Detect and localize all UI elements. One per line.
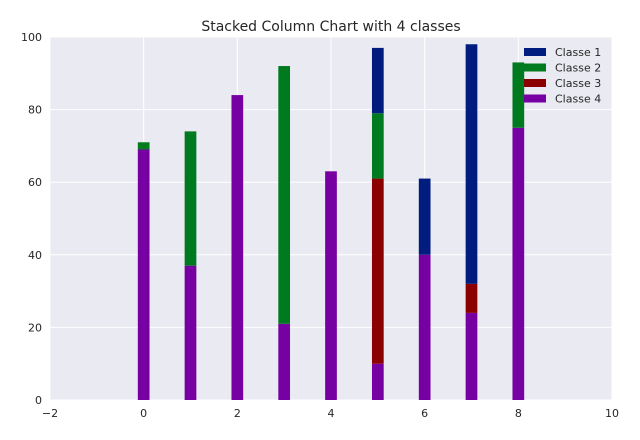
y-tick-label: 60 bbox=[28, 176, 42, 189]
legend-swatch bbox=[524, 63, 546, 72]
bar-classe-4-x5 bbox=[371, 363, 384, 400]
bar-classe-2-x0 bbox=[137, 142, 150, 150]
bar-classe-4-x3 bbox=[278, 323, 291, 400]
y-tick-label: 80 bbox=[28, 104, 42, 117]
y-tick-label: 40 bbox=[28, 249, 42, 262]
x-tick-label: 6 bbox=[421, 407, 428, 420]
legend: Classe 1 Classe 2 Classe 3 Classe 4 bbox=[524, 46, 601, 106]
bar-classe-3-x7 bbox=[465, 283, 478, 313]
legend-swatch bbox=[524, 94, 546, 103]
legend-label: Classe 1 bbox=[555, 46, 601, 59]
x-axis-ticks: −2 0 2 4 6 8 10 bbox=[42, 407, 619, 420]
x-tick-label: 4 bbox=[328, 407, 335, 420]
x-tick-label: 10 bbox=[605, 407, 619, 420]
bar-classe-4-x7 bbox=[465, 312, 478, 400]
x-tick-label: 2 bbox=[234, 407, 241, 420]
bar-classe-4-x4 bbox=[325, 171, 337, 400]
bar-classe-2-x5 bbox=[371, 113, 384, 179]
x-tick-label: 0 bbox=[140, 407, 147, 420]
bar-classe-4-x2 bbox=[231, 95, 244, 400]
bars bbox=[137, 44, 525, 400]
bar-classe-3-x5 bbox=[371, 178, 384, 364]
bar-classe-1-x7 bbox=[465, 44, 478, 284]
legend-swatch bbox=[524, 48, 546, 56]
bar-classe-2-x8 bbox=[512, 62, 525, 128]
legend-label: Classe 3 bbox=[555, 77, 601, 90]
legend-swatch bbox=[524, 79, 546, 87]
y-tick-label: 100 bbox=[21, 31, 42, 44]
bar-classe-4-x8 bbox=[512, 127, 525, 400]
chart-title: Stacked Column Chart with 4 classes bbox=[201, 19, 460, 35]
x-tick-label: 8 bbox=[515, 407, 522, 420]
x-tick-label: −2 bbox=[42, 407, 58, 420]
y-tick-label: 0 bbox=[35, 394, 42, 407]
bar-classe-4-x0 bbox=[137, 149, 150, 400]
bar-classe-4-x1 bbox=[184, 265, 197, 400]
bar-classe-2-x1 bbox=[184, 131, 197, 266]
y-tick-label: 20 bbox=[28, 321, 42, 334]
legend-label: Classe 2 bbox=[555, 62, 601, 75]
bar-classe-1-x5 bbox=[371, 47, 384, 114]
bar-classe-1-x6 bbox=[418, 178, 431, 255]
bar-classe-4-x6 bbox=[418, 254, 431, 400]
y-axis-ticks: 0 20 40 60 80 100 bbox=[21, 31, 42, 407]
bar-classe-2-x3 bbox=[278, 66, 291, 324]
legend-label: Classe 4 bbox=[555, 93, 601, 106]
